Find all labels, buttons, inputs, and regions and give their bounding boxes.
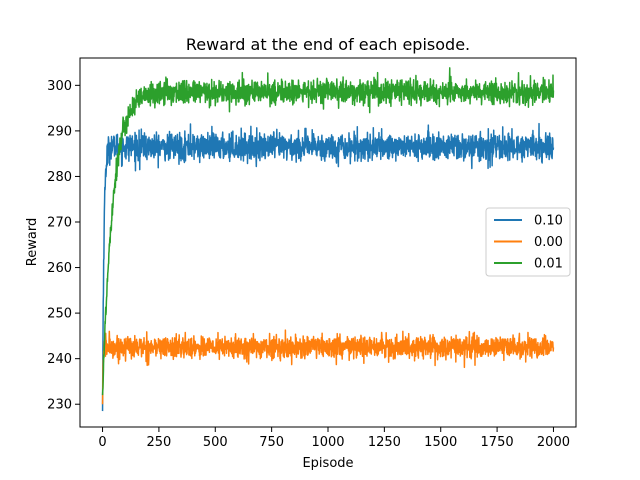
y-tick-label: 250 <box>47 307 72 322</box>
y-tick-label: 230 <box>47 398 72 413</box>
y-tick-label: 260 <box>47 261 72 276</box>
legend-label: 0.01 <box>534 257 563 272</box>
x-tick-label: 1000 <box>311 435 344 450</box>
x-axis-label: Episode <box>302 456 353 471</box>
chart-title: Reward at the end of each episode. <box>186 35 470 54</box>
x-tick-label: 2000 <box>537 435 570 450</box>
x-tick-label: 1250 <box>368 435 401 450</box>
y-axis-label: Reward <box>25 218 40 266</box>
y-axis: 230 240 250 260 270 280 290 300 <box>47 79 80 413</box>
legend-box <box>485 207 571 277</box>
legend: 0.10 0.00 0.01 <box>485 207 571 277</box>
y-tick-label: 300 <box>47 79 72 94</box>
y-tick-label: 280 <box>47 170 72 185</box>
y-tick-label: 290 <box>47 124 72 139</box>
x-tick-label: 750 <box>259 435 284 450</box>
y-tick-label: 270 <box>47 216 72 231</box>
x-tick-label: 1750 <box>481 435 514 450</box>
x-axis: 0 250 500 750 1000 1250 1500 1750 2000 <box>98 427 570 450</box>
plot-area <box>79 57 577 428</box>
series-line-2 <box>101 67 555 396</box>
x-tick-label: 500 <box>203 435 228 450</box>
x-tick-label: 0 <box>98 435 106 450</box>
series-line-1 <box>101 329 555 405</box>
x-tick-label: 250 <box>146 435 171 450</box>
x-tick-label: 1500 <box>424 435 457 450</box>
legend-entries: 0.10 0.00 0.01 <box>494 214 563 272</box>
legend-label: 0.10 <box>534 214 563 229</box>
y-tick-label: 240 <box>47 352 72 367</box>
series-lines <box>101 67 555 412</box>
series-line-0 <box>101 122 555 412</box>
legend-label: 0.00 <box>534 235 563 250</box>
